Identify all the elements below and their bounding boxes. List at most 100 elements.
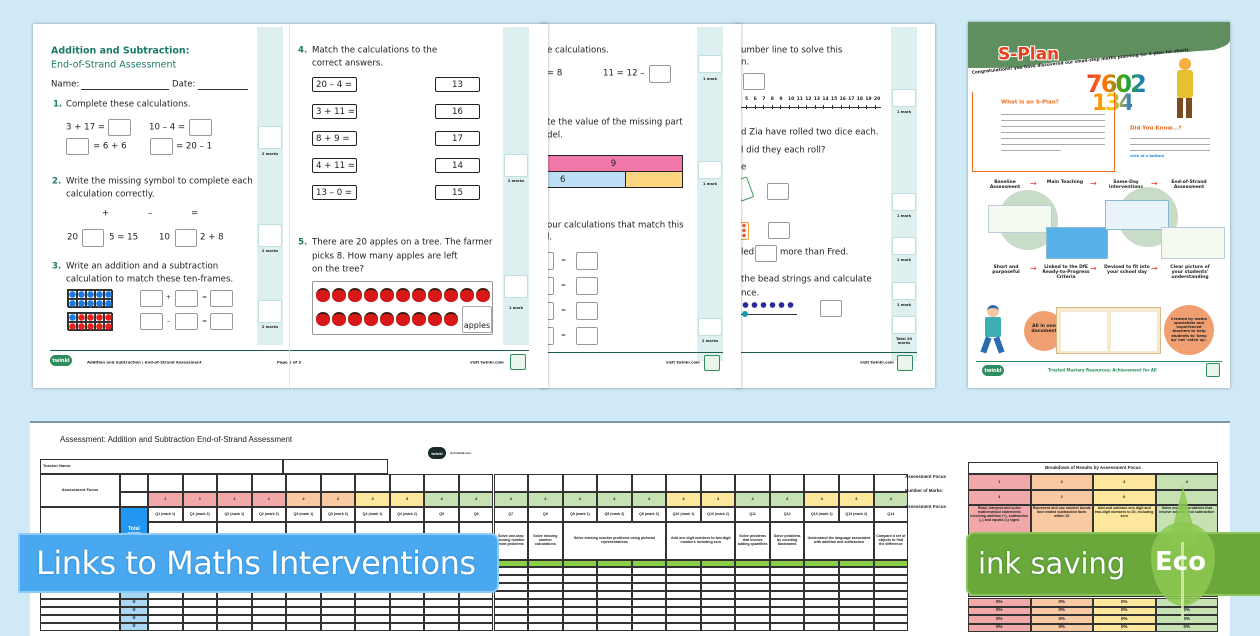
data-cell[interactable]: [804, 607, 839, 615]
data-cell[interactable]: [631, 583, 667, 591]
data-cell[interactable]: [839, 607, 874, 615]
footer-url[interactable]: visit twinkl.com: [860, 359, 894, 365]
data-cell[interactable]: [528, 575, 563, 583]
data-cell[interactable]: [528, 615, 563, 623]
data-cell[interactable]: [217, 607, 252, 615]
data-cell[interactable]: [597, 607, 632, 615]
did-you-know-link[interactable]: click of a button!: [1130, 154, 1165, 159]
data-cell[interactable]: [320, 607, 356, 615]
data-cell[interactable]: [355, 615, 390, 623]
answer-card[interactable]: 15: [435, 185, 480, 200]
teacher-name-input[interactable]: [283, 459, 388, 474]
marks-box[interactable]: [258, 300, 282, 323]
data-cell[interactable]: [631, 615, 667, 623]
answer-box[interactable]: [140, 290, 163, 307]
data-cell[interactable]: [355, 607, 390, 615]
answer-box[interactable]: [66, 138, 89, 155]
answer-box[interactable]: [150, 138, 173, 155]
answer-box[interactable]: [767, 183, 789, 200]
calculation-card[interactable]: 4 + 11 =: [312, 158, 357, 173]
marks-box[interactable]: [892, 237, 916, 255]
data-cell[interactable]: [735, 607, 770, 615]
marks-box[interactable]: [892, 193, 916, 211]
twinkl-logo[interactable]: twinkl: [982, 365, 1004, 376]
marks-box[interactable]: [504, 275, 528, 298]
data-cell[interactable]: [769, 583, 805, 591]
answer-box[interactable]: [649, 65, 671, 83]
data-cell[interactable]: [597, 567, 632, 575]
answer-box[interactable]: [576, 252, 598, 270]
data-cell[interactable]: [424, 607, 459, 615]
twinkl-logo[interactable]: twinkl: [50, 355, 72, 366]
data-cell[interactable]: [769, 607, 805, 615]
footer-url[interactable]: visit twinkl.com: [666, 359, 700, 365]
data-cell[interactable]: [148, 607, 183, 615]
answer-box[interactable]: [140, 313, 163, 330]
data-cell[interactable]: [182, 615, 218, 623]
data-cell[interactable]: [424, 615, 459, 623]
data-cell[interactable]: [873, 591, 909, 599]
answer-box[interactable]: [108, 119, 131, 136]
answer-box[interactable]: [210, 290, 233, 307]
answer-box[interactable]: [743, 73, 765, 90]
data-cell[interactable]: [769, 567, 805, 575]
answer-card[interactable]: 14: [435, 158, 480, 173]
data-cell[interactable]: [666, 607, 701, 615]
data-cell[interactable]: [458, 607, 494, 615]
data-cell[interactable]: [389, 615, 425, 623]
data-cell[interactable]: [735, 599, 770, 607]
answer-box[interactable]: [175, 313, 198, 330]
marks-box[interactable]: [892, 89, 916, 107]
answer-box[interactable]: [175, 290, 198, 307]
data-cell[interactable]: [286, 615, 321, 623]
data-cell[interactable]: [528, 591, 563, 599]
data-cell[interactable]: [562, 615, 598, 623]
data-cell[interactable]: [700, 615, 736, 623]
data-cell[interactable]: [597, 591, 632, 599]
data-cell[interactable]: [251, 615, 287, 623]
calculation-card[interactable]: 13 – 0 =: [312, 185, 357, 200]
answer-box[interactable]: [576, 327, 598, 345]
data-cell[interactable]: [700, 607, 736, 615]
marks-box[interactable]: [258, 126, 282, 149]
answer-card[interactable]: 17: [435, 131, 480, 146]
answer-box[interactable]: [189, 119, 212, 136]
data-cell[interactable]: [631, 591, 667, 599]
marks-box[interactable]: [258, 224, 282, 247]
answer-card[interactable]: 16: [435, 104, 480, 119]
data-cell[interactable]: [666, 575, 701, 583]
data-cell[interactable]: [769, 575, 805, 583]
data-cell[interactable]: [562, 591, 598, 599]
data-cell[interactable]: [286, 599, 321, 607]
marks-box[interactable]: [892, 282, 916, 300]
data-cell[interactable]: [631, 575, 667, 583]
total-marks-box[interactable]: [892, 316, 916, 334]
data-cell[interactable]: [251, 607, 287, 615]
answer-box[interactable]: [210, 313, 233, 330]
data-cell[interactable]: [320, 599, 356, 607]
data-cell[interactable]: [493, 607, 529, 615]
data-cell[interactable]: [528, 567, 563, 575]
marks-box[interactable]: [698, 161, 722, 179]
data-cell[interactable]: [804, 591, 839, 599]
data-cell[interactable]: [182, 599, 218, 607]
data-cell[interactable]: [217, 615, 252, 623]
data-cell[interactable]: [666, 591, 701, 599]
data-cell[interactable]: [148, 615, 183, 623]
data-cell[interactable]: [148, 599, 183, 607]
data-cell[interactable]: [666, 599, 701, 607]
data-cell[interactable]: [873, 583, 909, 591]
data-cell[interactable]: [631, 607, 667, 615]
data-cell[interactable]: [873, 575, 909, 583]
data-cell[interactable]: [528, 583, 563, 591]
data-cell[interactable]: [804, 599, 839, 607]
date-field[interactable]: [198, 89, 248, 90]
data-cell[interactable]: [562, 567, 598, 575]
data-cell[interactable]: [597, 583, 632, 591]
data-cell[interactable]: [873, 599, 909, 607]
data-cell[interactable]: [839, 591, 874, 599]
data-cell[interactable]: [735, 567, 770, 575]
data-cell[interactable]: [493, 591, 529, 599]
data-cell[interactable]: [493, 615, 529, 623]
data-cell[interactable]: [631, 567, 667, 575]
